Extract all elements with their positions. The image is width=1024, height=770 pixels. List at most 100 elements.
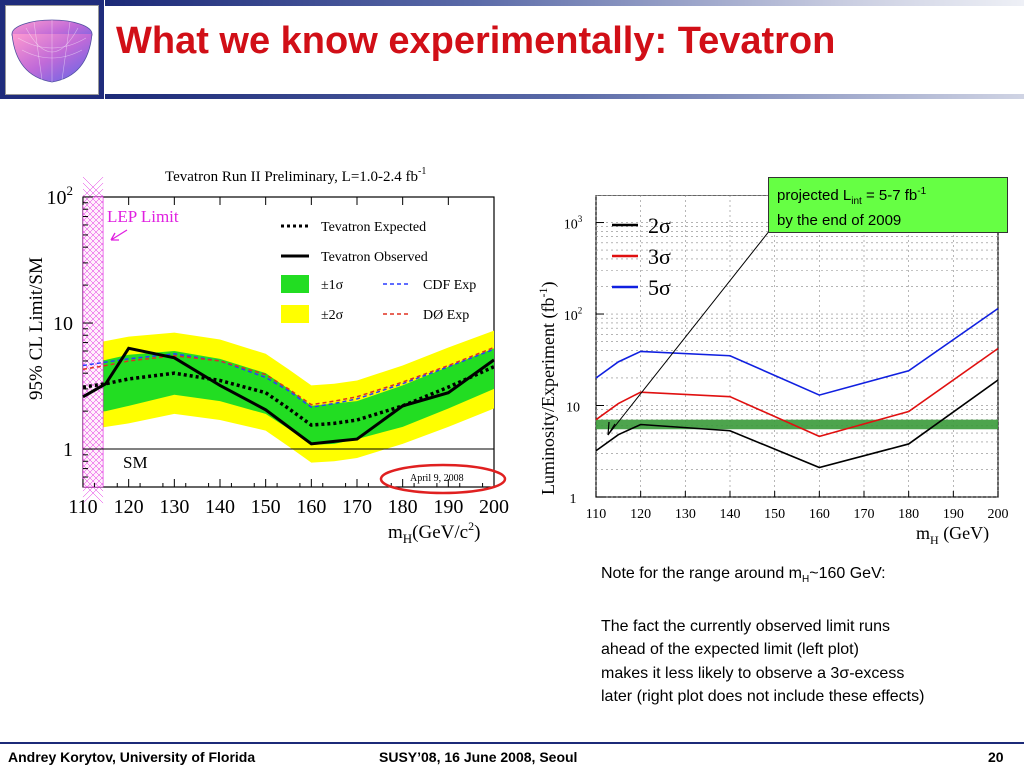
lep-hatch-line (82, 314, 104, 336)
one-sigma-band (83, 348, 494, 445)
lep-hatch-line (82, 470, 104, 492)
lep-hatch-line (82, 308, 104, 330)
right-x-axis-label: mH (GeV) (916, 523, 989, 547)
right-x-tick-label: 150 (764, 507, 785, 522)
lep-hatch-line (82, 326, 104, 348)
lep-hatch-line (82, 368, 104, 390)
note-text: makes it less likely to observe a 3 (601, 664, 840, 682)
callout-text: = 5-7 fb (861, 187, 918, 204)
lep-hatch-line (82, 254, 104, 276)
lep-hatch-line (82, 230, 104, 252)
note-line-3: ahead of the expected limit (left plot) (601, 641, 859, 659)
lep-hatch-line (82, 278, 104, 300)
lep-hatch-line (82, 392, 104, 414)
header-divider (105, 94, 1024, 99)
date-stamp-highlight (379, 463, 507, 495)
right-legend-group: 2σ 3σ 5σ (612, 213, 671, 300)
left-x-tick-label: 130 (159, 496, 189, 518)
lep-limit-label: LEP Limit (107, 207, 179, 226)
note-line-4: makes it less likely to observe a 3σ-exc… (601, 662, 1016, 686)
footer-author: Andrey Korytov, University of Florida (8, 749, 256, 765)
series-tevatron-observed (82, 346, 495, 446)
callout-superscript: -1 (917, 186, 927, 197)
lep-hatch-line (82, 242, 104, 264)
right-x-tick-label: 110 (586, 507, 606, 522)
logo-frame (5, 5, 99, 95)
callout-line-1: projected Lint = 5-7 fb-1 (777, 182, 999, 211)
right-chart: 110 120 130 140 150 160 170 180 190 200 1 10 102 103 … (520, 194, 1020, 555)
sm-label: SM (123, 453, 148, 472)
slide-footer: Andrey Korytov, University of Florida SU… (0, 742, 1024, 770)
lep-hatch-line (82, 464, 104, 486)
left-chart-title: Tevatron Run II Preliminary, L=1.0-2.4 f… (165, 166, 426, 185)
right-legend-label: 2σ (648, 213, 671, 238)
legend-label: CDF Exp (423, 278, 476, 293)
lep-hatch-line (82, 188, 104, 210)
callout-text: projected L (777, 187, 852, 204)
lep-hatch-line (82, 296, 104, 318)
note-text: Note for the range around m (601, 565, 803, 582)
series-5σ-sigma (595, 307, 999, 396)
left-y-tick-label: 102 (47, 183, 74, 209)
one-sigma-band-group (83, 348, 494, 445)
lep-hatch-line (82, 452, 104, 474)
callout-pointer-arrow-icon (607, 421, 616, 436)
right-y-axis-label: Luminosity/Experiment (fb-1) (536, 282, 559, 495)
left-x-tick-label: 180 (388, 496, 418, 518)
lep-hatch-line (82, 194, 104, 216)
lep-hatch-line (82, 440, 104, 462)
series-3σ-sigma (595, 347, 999, 438)
right-chart-svg: 110 120 130 140 150 160 170 180 190 200110102103 … (536, 194, 1009, 547)
right-x-tick-label: 180 (898, 507, 919, 522)
right-plot-frame (595, 194, 999, 498)
left-x-tick-label: 140 (205, 496, 235, 518)
left-series-group (82, 346, 495, 446)
right-y-tick-label: 103 (564, 214, 583, 232)
left-x-axis-label: mH(GeV/c2) (388, 519, 480, 546)
lep-hatch-line (82, 386, 104, 408)
lep-limit-arrow-icon (110, 229, 128, 241)
lep-hatch-line (82, 320, 104, 342)
lep-hatch-line (82, 176, 104, 198)
left-y-tick-label: 1 (63, 439, 73, 461)
legend-swatch (281, 275, 309, 293)
lep-hatch-line (82, 374, 104, 396)
note-line-2: The fact the currently observed limit ru… (601, 617, 891, 635)
right-x-tick-label: 190 (943, 507, 964, 522)
mexican-hat-potential-icon (11, 19, 93, 83)
lep-hatch-line (82, 446, 104, 468)
right-y-tick-label: 1 (570, 492, 577, 507)
lep-hatch-line (82, 272, 104, 294)
slide-title: What we know experimentally: Tevatron (116, 20, 836, 62)
lep-hatch-line (82, 398, 104, 420)
lep-hatch-line (82, 302, 104, 324)
right-legend-label: 3σ (648, 244, 671, 269)
lep-hatch-line (82, 332, 104, 354)
lep-hatch-line (82, 416, 104, 438)
lep-hatch-line (82, 434, 104, 456)
series-cdf-exp (82, 348, 495, 408)
note-text-block: Note for the range around mH~160 GeV: Th… (601, 562, 1016, 709)
lep-hatch-line (82, 248, 104, 270)
note-line-1: Note for the range around mH~160 GeV: (601, 562, 1016, 592)
note-gap (601, 592, 1016, 615)
note-text: -excess (849, 664, 905, 682)
callout-subscript: int (851, 196, 862, 207)
left-y-tick-label: 10 (53, 313, 73, 335)
lep-hatch-line (82, 200, 104, 222)
date-stamp: April 9, 2008 (410, 473, 464, 484)
lep-hatch-line (82, 236, 104, 258)
lep-hatch-line (82, 476, 104, 498)
callout-pointer-line (607, 224, 775, 436)
luminosity-callout: projected Lint = 5-7 fb-1 by the end of … (768, 177, 1008, 233)
slide-header: What we know experimentally: Tevatron (0, 0, 1024, 100)
lep-hatch-line (82, 410, 104, 432)
note-sigma: σ (839, 664, 850, 682)
lep-hatch-line (82, 350, 104, 372)
left-legend-group: Tevatron Expected Tevatron Observed ±1σ ±2σ… (281, 220, 476, 323)
legend-label: Tevatron Observed (321, 250, 428, 265)
note-subscript: H (802, 574, 810, 586)
note-text: ~160 GeV: (809, 565, 886, 582)
projected-luminosity-band (596, 419, 998, 430)
